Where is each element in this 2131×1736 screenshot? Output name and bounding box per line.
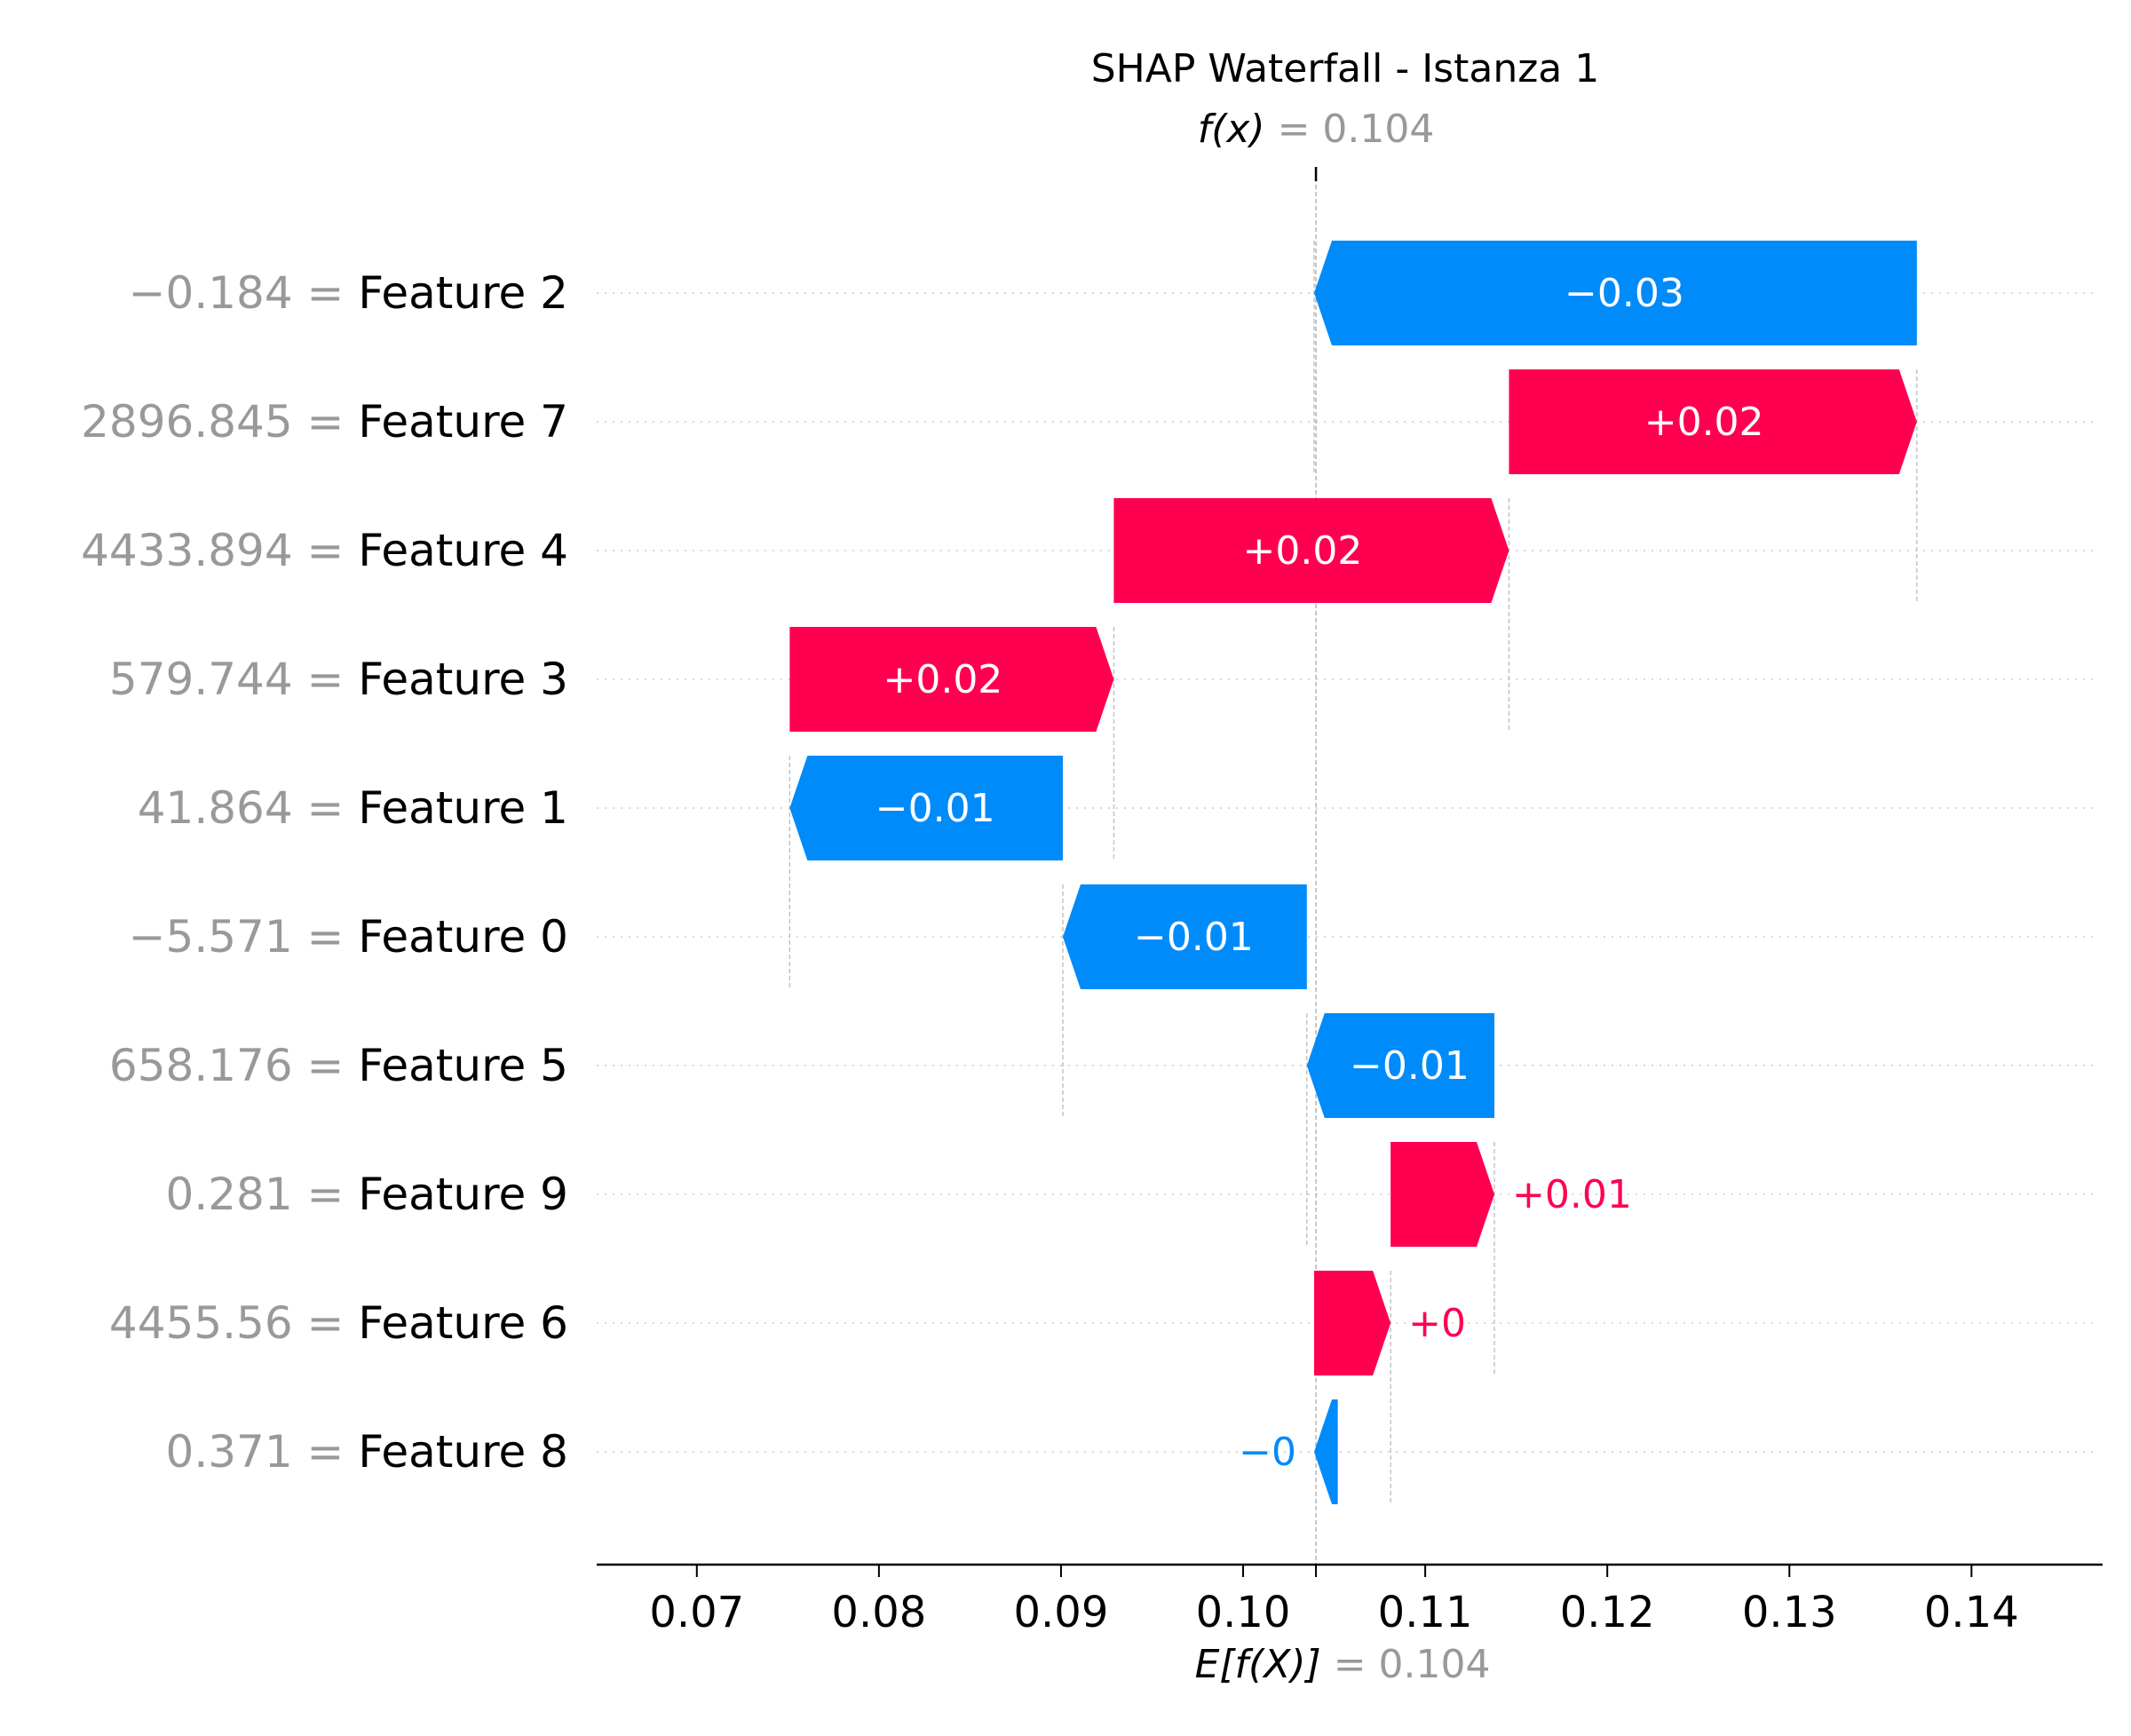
feature-value: −0.184 = [129,267,359,319]
chart-title: SHAP Waterfall - Istanza 1 [1091,46,1600,91]
feature-label: 2896.845 = Feature 7 [81,396,568,448]
feature-label: 0.371 = Feature 8 [166,1426,568,1478]
x-tick-label: 0.12 [1560,1588,1655,1637]
feature-name: Feature 0 [358,911,568,963]
bar-feature-8 [1314,1399,1338,1504]
contribution-bars: −0.03 +0.02 +0.02 +0.02 −0.01 −0.01 −0.01 +0.01… [789,241,1917,1504]
bar-feature-9 [1390,1142,1495,1247]
bar-feature-4 [1113,498,1509,603]
feature-value: 0.281 = [166,1169,359,1220]
feature-name: Feature 1 [358,782,568,834]
bar-feature-5 [1306,1013,1495,1118]
bar-feature-6 [1314,1271,1391,1375]
feature-name: Feature 9 [358,1169,568,1220]
feature-label: 4455.56 = Feature 6 [109,1297,568,1349]
bar-value-label: −0.01 [1350,1043,1470,1089]
bar-value-label: +0.02 [1644,400,1764,445]
x-tick-label: 0.14 [1924,1588,2019,1637]
efx-label-text: E[f(X)] [1195,1642,1321,1687]
fx-value: = 0.104 [1265,107,1435,152]
bar-feature-7 [1509,369,1917,474]
bar-feature-0 [1063,884,1307,989]
feature-value: 2896.845 = [81,396,358,448]
feature-name: Feature 3 [358,654,568,705]
feature-label: 0.281 = Feature 9 [166,1169,568,1220]
x-tick-label: 0.09 [1014,1588,1109,1637]
feature-value: 4433.894 = [81,525,358,576]
bar-value-label: +0.02 [1243,528,1363,574]
feature-name: Feature 7 [358,396,568,448]
feature-label: 4433.894 = Feature 4 [81,525,568,576]
feature-value: −5.571 = [129,911,359,963]
feature-value: 0.371 = [166,1426,359,1478]
bar-feature-1 [789,756,1064,860]
x-tick-label: 0.10 [1196,1588,1291,1637]
feature-name: Feature 4 [358,525,568,576]
feature-label: 579.744 = Feature 3 [109,654,568,705]
bar-feature-2 [1314,241,1917,345]
feature-label: −0.184 = Feature 2 [129,267,568,319]
feature-name: Feature 6 [358,1297,568,1349]
feature-value: 41.864 = [138,782,359,834]
efx-label: E[f(X)] = 0.104 [1195,1642,1491,1687]
bar-value-label: +0 [1408,1301,1466,1346]
fx-label-text: f(x) [1198,107,1265,152]
bar-value-label: +0.01 [1512,1172,1632,1217]
feature-name: Feature 5 [358,1040,568,1091]
feature-name: Feature 2 [358,267,568,319]
bar-value-label: −0.01 [1134,915,1254,960]
feature-labels: −0.184 = Feature 2 2896.845 = Feature 7 44… [81,267,568,1478]
x-axis: 0.07 0.08 0.09 0.10 0.11 0.12 0.13 0.14 E[f(X)] … [597,1563,2103,1687]
feature-label: −5.571 = Feature 0 [129,911,568,963]
feature-value: 658.176 = [109,1040,358,1091]
feature-label: 658.176 = Feature 5 [109,1040,568,1091]
chart-header: SHAP Waterfall - Istanza 1 f(x) = 0.104 [1091,46,1600,152]
bar-value-label: −0 [1239,1430,1296,1475]
x-tick-label: 0.08 [831,1588,926,1637]
efx-value: = 0.104 [1321,1642,1491,1687]
bar-value-label: −0.03 [1565,271,1684,316]
x-tick-label: 0.07 [649,1588,744,1637]
feature-value: 4455.56 = [109,1297,358,1349]
feature-label: 41.864 = Feature 1 [138,782,568,834]
x-tick-label: 0.11 [1378,1588,1473,1637]
bar-value-label: −0.01 [875,786,995,831]
feature-name: Feature 8 [358,1426,568,1478]
fx-label: f(x) = 0.104 [1198,107,1435,152]
bar-value-label: +0.02 [883,657,1002,702]
feature-value: 579.744 = [109,654,358,705]
bar-feature-3 [789,627,1114,732]
x-tick-label: 0.13 [1742,1588,1837,1637]
